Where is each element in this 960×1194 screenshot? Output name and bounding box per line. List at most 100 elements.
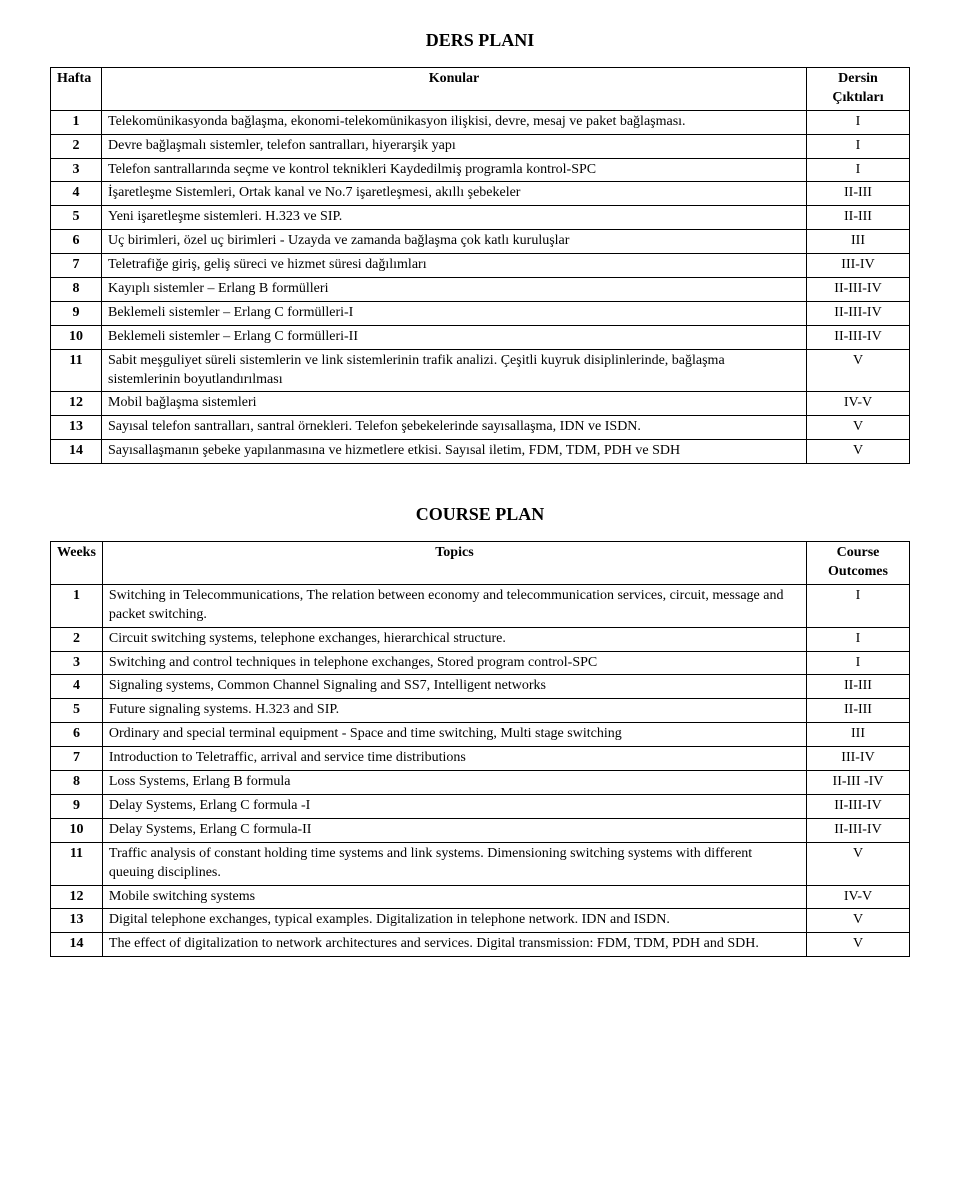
row-topic: Traffic analysis of constant holding tim…: [102, 842, 806, 885]
row-outcome: I: [807, 134, 910, 158]
row-outcome: V: [807, 416, 910, 440]
row-outcome: I: [807, 158, 910, 182]
table-row: 12Mobil bağlaşma sistemleriIV-V: [51, 392, 910, 416]
table-row: 8Kayıplı sistemler – Erlang B formülleri…: [51, 278, 910, 302]
row-outcome: V: [807, 909, 910, 933]
row-topic: Delay Systems, Erlang C formula -I: [102, 794, 806, 818]
table-row: 2Circuit switching systems, telephone ex…: [51, 627, 910, 651]
row-outcome: V: [807, 842, 910, 885]
header-weeks: Weeks: [51, 542, 103, 585]
row-number: 12: [51, 392, 102, 416]
row-outcome: IV-V: [807, 885, 910, 909]
row-topic: Sayısallaşmanın şebeke yapılanmasına ve …: [102, 440, 807, 464]
table-row: 5Yeni işaretleşme sistemleri. H.323 ve S…: [51, 206, 910, 230]
row-number: 13: [51, 909, 103, 933]
row-topic: Beklemeli sistemler – Erlang C formüller…: [102, 301, 807, 325]
row-outcome: V: [807, 933, 910, 957]
course-plan-table: Weeks Topics Course Outcomes 1Switching …: [50, 541, 910, 957]
row-outcome: II-III -IV: [807, 771, 910, 795]
row-number: 11: [51, 349, 102, 392]
row-outcome: III-IV: [807, 254, 910, 278]
table-row: 11Traffic analysis of constant holding t…: [51, 842, 910, 885]
row-outcome: IV-V: [807, 392, 910, 416]
ders-plani-table: Hafta Konular Dersin Çıktıları 1Telekomü…: [50, 67, 910, 464]
row-topic: Kayıplı sistemler – Erlang B formülleri: [102, 278, 807, 302]
row-outcome: I: [807, 651, 910, 675]
table-row: 3Telefon santrallarında seçme ve kontrol…: [51, 158, 910, 182]
table-row: 4İşaretleşme Sistemleri, Ortak kanal ve …: [51, 182, 910, 206]
row-number: 11: [51, 842, 103, 885]
row-outcome: III: [807, 230, 910, 254]
row-number: 3: [51, 651, 103, 675]
table-row: 7Introduction to Teletraffic, arrival an…: [51, 747, 910, 771]
row-number: 5: [51, 206, 102, 230]
row-number: 4: [51, 182, 102, 206]
row-topic: Delay Systems, Erlang C formula-II: [102, 818, 806, 842]
table-header-row: Hafta Konular Dersin Çıktıları: [51, 68, 910, 111]
row-topic: Yeni işaretleşme sistemleri. H.323 ve SI…: [102, 206, 807, 230]
row-number: 13: [51, 416, 102, 440]
row-number: 8: [51, 771, 103, 795]
row-number: 5: [51, 699, 103, 723]
table-row: 14The effect of digitalization to networ…: [51, 933, 910, 957]
row-number: 2: [51, 134, 102, 158]
row-topic: Mobil bağlaşma sistemleri: [102, 392, 807, 416]
table-row: 3Switching and control techniques in tel…: [51, 651, 910, 675]
row-outcome: V: [807, 440, 910, 464]
row-number: 2: [51, 627, 103, 651]
row-topic: Switching and control techniques in tele…: [102, 651, 806, 675]
table-row: 10Delay Systems, Erlang C formula-IIII-I…: [51, 818, 910, 842]
row-number: 4: [51, 675, 103, 699]
row-topic: Ordinary and special terminal equipment …: [102, 723, 806, 747]
row-outcome: II-III: [807, 182, 910, 206]
row-number: 8: [51, 278, 102, 302]
row-topic: Loss Systems, Erlang B formula: [102, 771, 806, 795]
table-row: 13Digital telephone exchanges, typical e…: [51, 909, 910, 933]
row-number: 7: [51, 747, 103, 771]
table-row: 9Delay Systems, Erlang C formula -III-II…: [51, 794, 910, 818]
row-outcome: II-III: [807, 206, 910, 230]
row-outcome: II-III-IV: [807, 278, 910, 302]
row-outcome: II-III-IV: [807, 794, 910, 818]
row-outcome: III: [807, 723, 910, 747]
row-topic: Switching in Telecommunications, The rel…: [102, 584, 806, 627]
row-outcome: I: [807, 110, 910, 134]
row-topic: Teletrafiğe giriş, geliş süreci ve hizme…: [102, 254, 807, 278]
row-number: 10: [51, 325, 102, 349]
row-number: 3: [51, 158, 102, 182]
row-outcome: V: [807, 349, 910, 392]
table-row: 4Signaling systems, Common Channel Signa…: [51, 675, 910, 699]
row-topic: Telekomünikasyonda bağlaşma, ekonomi-tel…: [102, 110, 807, 134]
ders-plani-title: DERS PLANI: [50, 30, 910, 51]
header-hafta: Hafta: [51, 68, 102, 111]
table-row: 8Loss Systems, Erlang B formulaII-III -I…: [51, 771, 910, 795]
row-number: 14: [51, 933, 103, 957]
row-number: 1: [51, 110, 102, 134]
row-outcome: II-III-IV: [807, 325, 910, 349]
row-number: 1: [51, 584, 103, 627]
table-row: 9Beklemeli sistemler – Erlang C formülle…: [51, 301, 910, 325]
row-topic: Sayısal telefon santralları, santral örn…: [102, 416, 807, 440]
header-outcomes: Course Outcomes: [807, 542, 910, 585]
table-row: 10Beklemeli sistemler – Erlang C formüll…: [51, 325, 910, 349]
header-topics: Topics: [102, 542, 806, 585]
table-row: 6Uç birimleri, özel uç birimleri - Uzayd…: [51, 230, 910, 254]
table-row: 2Devre bağlaşmalı sistemler, telefon san…: [51, 134, 910, 158]
table-row: 6Ordinary and special terminal equipment…: [51, 723, 910, 747]
row-topic: Signaling systems, Common Channel Signal…: [102, 675, 806, 699]
table-row: 1Switching in Telecommunications, The re…: [51, 584, 910, 627]
course-plan-title: COURSE PLAN: [50, 504, 910, 525]
table-row: 14Sayısallaşmanın şebeke yapılanmasına v…: [51, 440, 910, 464]
row-topic: Mobile switching systems: [102, 885, 806, 909]
table-row: 13Sayısal telefon santralları, santral ö…: [51, 416, 910, 440]
row-topic: Devre bağlaşmalı sistemler, telefon sant…: [102, 134, 807, 158]
table-row: 7Teletrafiğe giriş, geliş süreci ve hizm…: [51, 254, 910, 278]
header-ciktilar: Dersin Çıktıları: [807, 68, 910, 111]
row-outcome: I: [807, 584, 910, 627]
row-topic: Sabit meşguliyet süreli sistemlerin ve l…: [102, 349, 807, 392]
row-outcome: II-III-IV: [807, 301, 910, 325]
row-number: 6: [51, 723, 103, 747]
row-topic: Future signaling systems. H.323 and SIP.: [102, 699, 806, 723]
row-number: 7: [51, 254, 102, 278]
row-topic: Circuit switching systems, telephone exc…: [102, 627, 806, 651]
